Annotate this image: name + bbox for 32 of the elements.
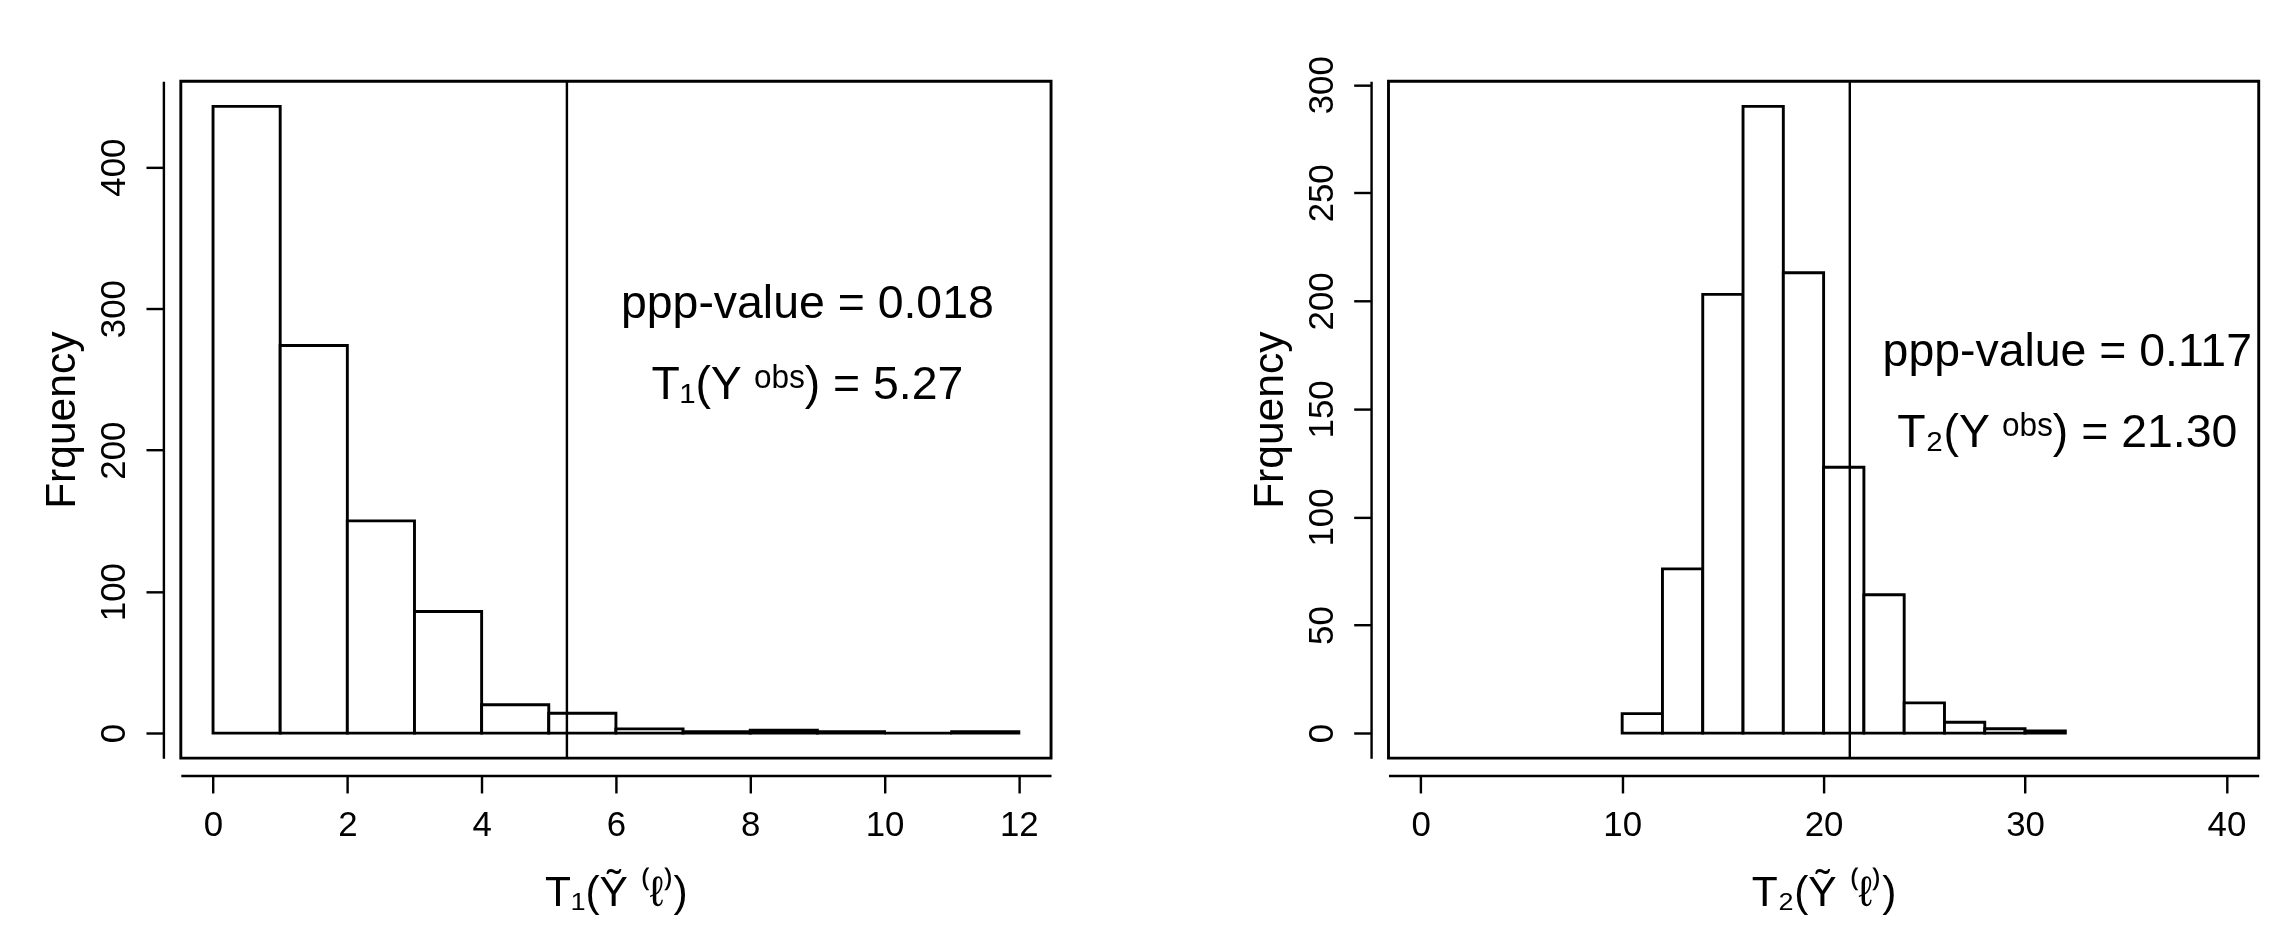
y-tick-label: 400: [93, 138, 133, 197]
y-axis-title: Frquency: [1243, 330, 1292, 509]
x-tick-label: 4: [472, 804, 492, 843]
x-tick-label: 10: [865, 804, 905, 843]
annotation: ppp-value = 0.018: [620, 276, 994, 329]
annotation: T₂(Y ᵒᵇˢ) = 21.30: [1897, 404, 2238, 457]
x-tick-label: 12: [999, 804, 1039, 843]
x-tick-label: 6: [606, 804, 627, 843]
y-tick-label: 300: [1300, 56, 1340, 115]
y-tick-label: 0: [1300, 723, 1340, 744]
annotation: T₁(Y ᵒᵇˢ) = 5.27: [651, 357, 964, 410]
y-tick-label: 250: [1300, 164, 1340, 223]
y-tick-label: 150: [1300, 380, 1340, 439]
x-tick-label: 2: [338, 804, 358, 843]
x-tick-label: 0: [1411, 804, 1431, 843]
y-axis-title: Frquency: [35, 330, 84, 509]
y-tick-label: 200: [1300, 272, 1340, 331]
y-tick-label: 100: [1300, 488, 1340, 547]
y-tick-label: 50: [1300, 606, 1340, 645]
x-tick-label: 8: [741, 804, 761, 843]
y-tick-label: 0: [93, 723, 133, 744]
x-tick-label: 40: [2207, 804, 2247, 843]
x-tick-label: 30: [2006, 804, 2045, 843]
x-axis-title: T₁(Ỹ ⁽ℓ⁾): [545, 866, 688, 915]
x-tick-label: 10: [1603, 804, 1643, 843]
y-tick-label: 100: [93, 563, 133, 622]
y-tick-label: 300: [93, 280, 133, 339]
annotation: ppp-value = 0.117: [1882, 323, 2252, 376]
y-tick-label: 200: [93, 421, 133, 480]
x-tick-label: 20: [1804, 804, 1844, 843]
x-tick-label: 0: [203, 804, 224, 843]
x-axis-title: T₂(Ỹ ⁽ℓ⁾): [1751, 866, 1897, 915]
